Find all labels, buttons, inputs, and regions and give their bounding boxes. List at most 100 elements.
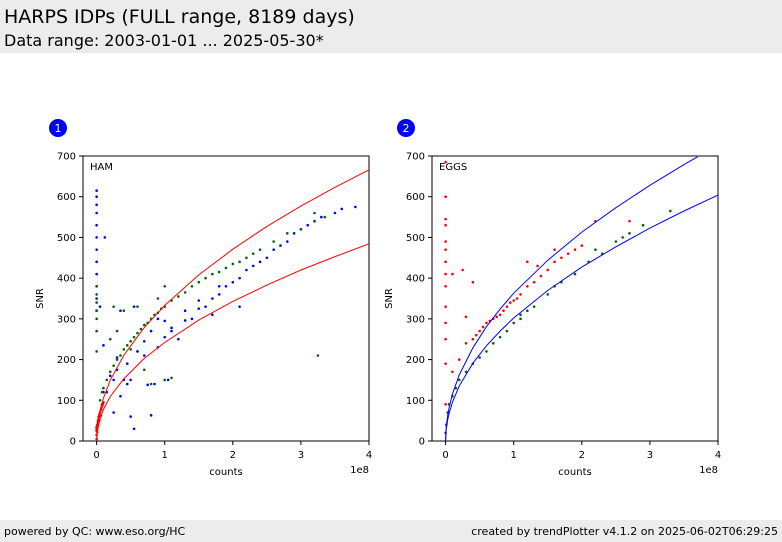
red-point (539, 274, 543, 278)
blue-point (170, 329, 173, 333)
plot-frame (431, 155, 719, 442)
green-point (669, 209, 672, 213)
green-point (95, 350, 98, 353)
red-point (444, 305, 447, 308)
blue-point (125, 362, 129, 365)
blue-point (320, 215, 323, 219)
blue-point (102, 344, 105, 347)
red-point (485, 321, 488, 325)
y-tick-label: 100 (406, 396, 425, 407)
green-point (238, 260, 241, 264)
red-point (464, 315, 468, 319)
page-footer: powered by QC: www.eso.org/HC created by… (0, 520, 782, 542)
green-point (190, 284, 194, 288)
x-axis-multiplier: 1e8 (350, 465, 369, 476)
green-point (98, 398, 102, 402)
blue-point (119, 309, 122, 313)
red-point (444, 223, 447, 227)
green-point (136, 305, 139, 308)
red-point (628, 219, 631, 223)
data-range-subtitle: Data range: 2003-01-01 ... 2025-05-30* (4, 31, 324, 50)
green-point (132, 335, 136, 339)
red-point (509, 301, 512, 304)
plot-frame (82, 155, 370, 442)
green-point (526, 309, 529, 313)
red-point (536, 264, 539, 268)
footer-created-by: created by trendPlotter v4.1.2 on 2025-0… (471, 525, 778, 538)
red-point (444, 217, 447, 221)
blue-point (115, 356, 119, 359)
green-point (142, 323, 146, 327)
blue-point (204, 305, 207, 308)
green-point (464, 370, 468, 374)
y-tick-label: 300 (57, 314, 76, 325)
envelope-curve (445, 156, 698, 441)
green-point (100, 390, 104, 394)
green-point (170, 376, 173, 380)
green-point (112, 364, 115, 367)
y-tick-label: 300 (406, 314, 425, 325)
chart-panel-ham[interactable]: 1 HAM counts SNR 1e8 0 1 2 3 4 0 100 200 300 400 5… (35, 119, 372, 478)
blue-point (132, 427, 136, 431)
blue-point (119, 394, 122, 398)
page-header: HARPS IDPs (FULL range, 8189 days) Data … (0, 0, 782, 53)
red-point (471, 280, 475, 284)
blue-point (103, 236, 107, 239)
green-point (129, 348, 132, 351)
x-axis-label: counts (209, 467, 242, 478)
green-point (498, 335, 502, 339)
y-tick-label: 200 (406, 355, 425, 366)
green-point (183, 291, 187, 294)
red-point (451, 370, 454, 374)
plot-area (95, 169, 369, 441)
blue-point (129, 415, 132, 418)
red-point (498, 313, 502, 317)
red-point (505, 305, 509, 308)
blue-point (285, 240, 289, 243)
blue-point (95, 272, 98, 276)
green-point (105, 378, 109, 382)
chart-panel-eggs[interactable]: 2 EGGS counts SNR 1e8 0 1 2 3 4 0 100 200 300 400… (384, 119, 721, 478)
x-tick-label: 3 (298, 450, 304, 461)
blue-point (95, 297, 98, 300)
blue-point (142, 339, 146, 343)
panel-badge-number[interactable]: 1 (55, 122, 62, 135)
blue-point (272, 248, 275, 251)
blue-point (279, 244, 282, 247)
envelope-curve (445, 194, 718, 441)
blue-point (112, 411, 115, 414)
red-point (573, 248, 577, 251)
blue-point (306, 223, 310, 227)
green-point (102, 386, 105, 390)
red-point (560, 256, 563, 260)
red-point (444, 272, 447, 276)
green-point (95, 309, 98, 313)
blue-point (95, 203, 98, 207)
green-point (115, 329, 119, 333)
envelope-curve (96, 243, 369, 441)
green-point (204, 276, 207, 280)
envelope-curve (96, 169, 369, 441)
panel-badge-circle[interactable] (49, 119, 67, 137)
red-point (566, 252, 570, 256)
blue-point (142, 354, 146, 357)
blue-point (190, 317, 194, 321)
green-point (122, 348, 126, 351)
green-point (316, 354, 320, 357)
blue-point (149, 414, 153, 417)
green-point (149, 382, 153, 386)
panel-badge-circle[interactable] (397, 119, 415, 137)
red-point (553, 260, 556, 264)
green-point (258, 248, 262, 251)
blue-point (238, 276, 241, 280)
panel-badge-number[interactable]: 2 (403, 122, 410, 135)
red-point (512, 299, 516, 302)
blue-point (217, 284, 221, 288)
x-tick-label: 2 (579, 450, 585, 461)
blue-point (146, 383, 149, 387)
blue-point (153, 382, 156, 386)
x-tick-label: 2 (230, 450, 236, 461)
green-point (231, 262, 235, 266)
green-point (136, 331, 139, 335)
